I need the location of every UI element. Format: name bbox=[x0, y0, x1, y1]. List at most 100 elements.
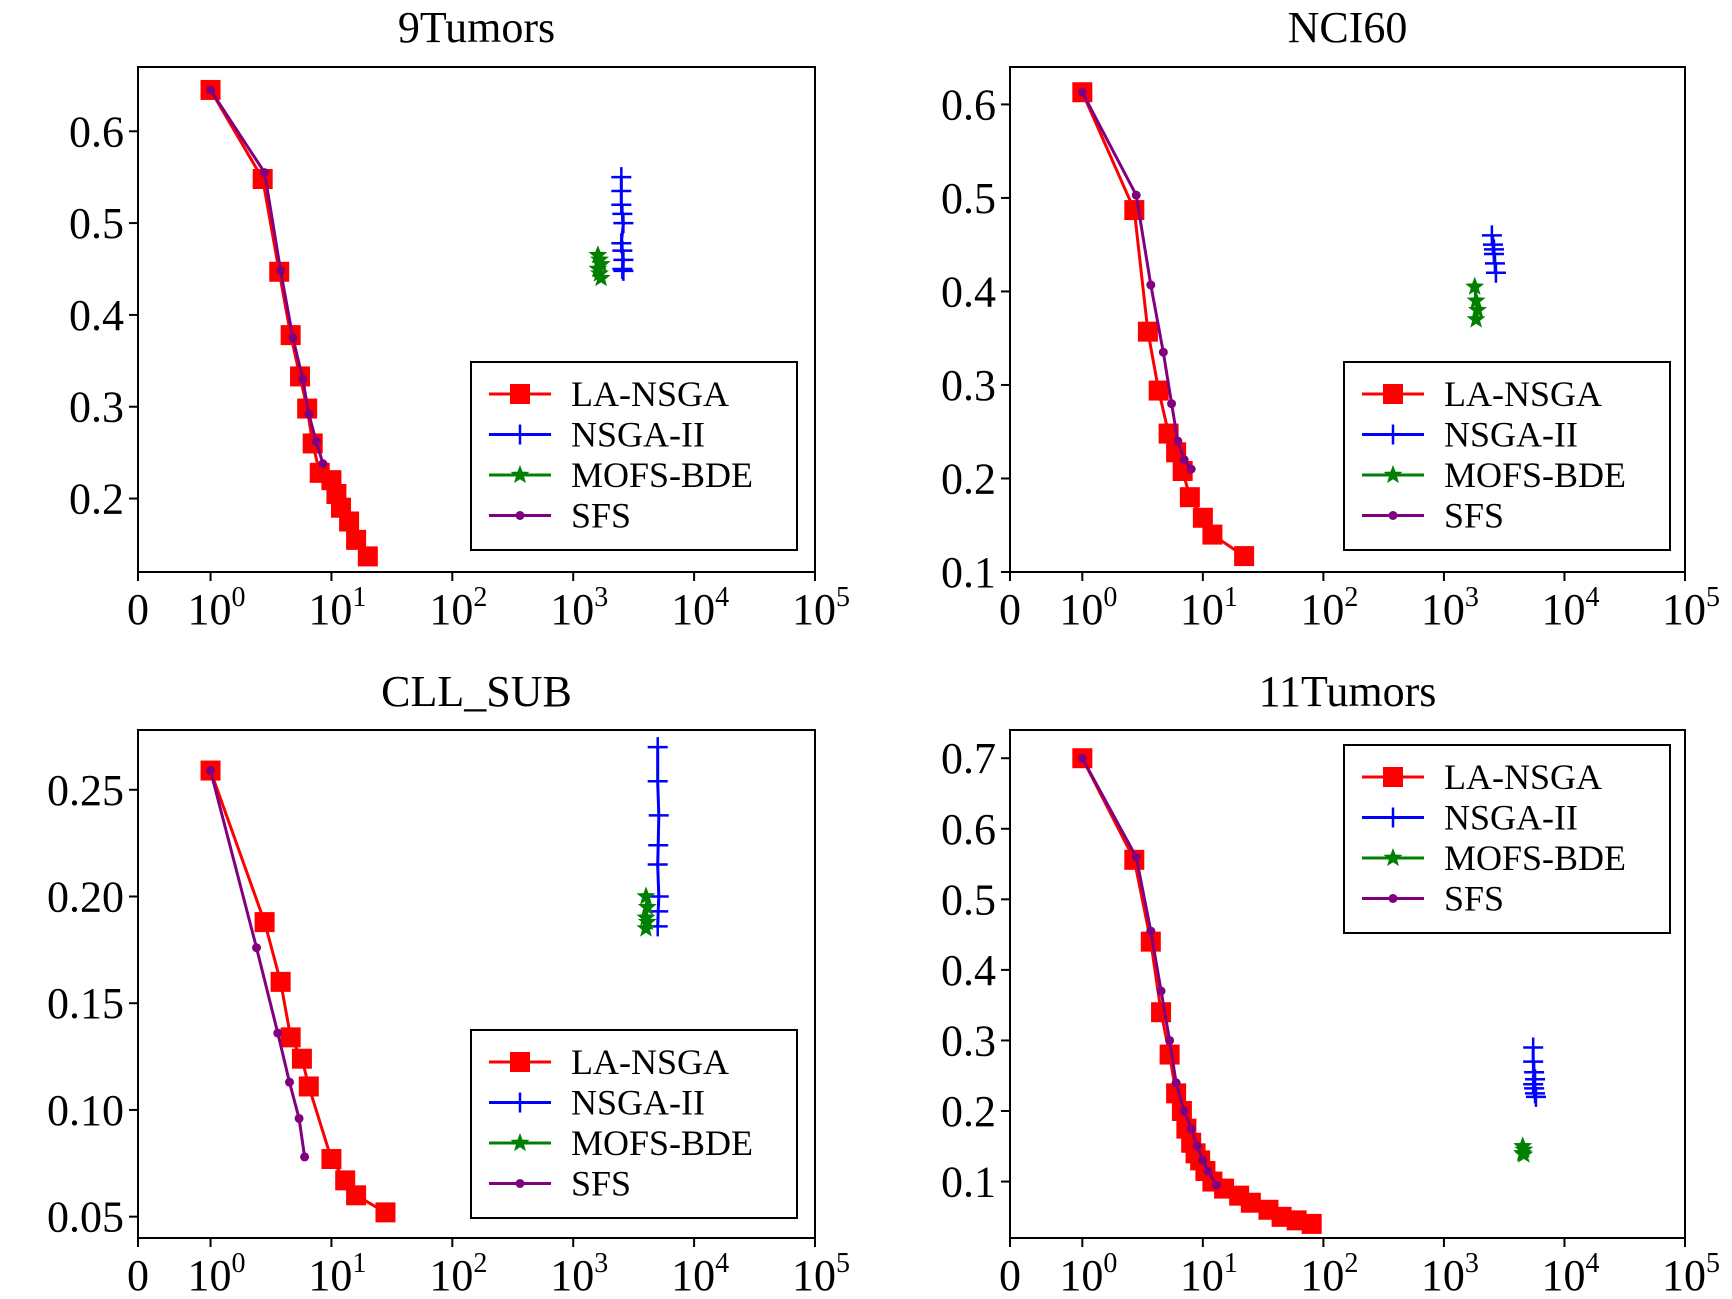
data-point bbox=[613, 213, 634, 234]
legend-marker bbox=[1388, 894, 1398, 903]
legend-marker bbox=[510, 1092, 530, 1113]
y-tick-label: 0.15 bbox=[47, 979, 124, 1028]
series-mofs-bde bbox=[1465, 276, 1487, 328]
data-point bbox=[1077, 87, 1087, 97]
x-tick-label: 105 bbox=[792, 582, 850, 634]
legend-label: MOFS-BDE bbox=[1444, 455, 1626, 495]
series-line bbox=[1080, 91, 1193, 471]
plot-frame bbox=[137, 66, 816, 573]
data-point bbox=[1485, 262, 1506, 283]
legend-label: NSGA-II bbox=[571, 415, 705, 455]
data-point bbox=[311, 437, 321, 447]
data-point bbox=[1192, 1141, 1202, 1151]
data-point bbox=[298, 374, 308, 384]
subplot-title: CLL_SUB bbox=[381, 667, 572, 716]
plot-frame bbox=[1009, 66, 1686, 573]
subplot-9tumors: 9Tumors 0 100 101 102 103 104 105 0.2 0.3 0.4 0.5 0.… bbox=[69, 3, 850, 634]
data-point bbox=[321, 1149, 342, 1170]
y-tick-label: 0.6 bbox=[941, 805, 996, 854]
legend-entry: SFS bbox=[489, 496, 631, 536]
x-tick-label: 102 bbox=[429, 582, 487, 634]
data-point bbox=[591, 254, 611, 273]
data-point bbox=[647, 737, 668, 758]
y-tick-label: 0.6 bbox=[69, 107, 124, 156]
subplot-title: 9Tumors bbox=[398, 3, 555, 52]
legend-label: LA-NSGA bbox=[571, 374, 729, 414]
legend-entry: NSGA-II bbox=[489, 415, 705, 455]
y-tick-label: 0.3 bbox=[69, 383, 124, 432]
legend-entry: LA-NSGA bbox=[489, 374, 729, 414]
data-point bbox=[1165, 1035, 1175, 1045]
x-tick-label: 103 bbox=[1421, 582, 1479, 634]
data-point bbox=[206, 766, 216, 776]
legend-entry: LA-NSGA bbox=[489, 1042, 729, 1082]
y-tick-label: 0.2 bbox=[941, 454, 996, 503]
series-mofs-bde bbox=[1513, 1136, 1534, 1163]
data-point bbox=[1186, 1124, 1196, 1134]
data-point bbox=[252, 943, 262, 953]
data-point bbox=[260, 168, 270, 178]
legend-entry: MOFS-BDE bbox=[1362, 838, 1626, 878]
x-tick-label: 0 bbox=[999, 585, 1021, 634]
subplot-title: 11Tumors bbox=[1259, 667, 1437, 716]
data-point bbox=[636, 918, 656, 937]
data-point bbox=[1465, 276, 1485, 295]
data-point bbox=[1483, 244, 1504, 265]
subplot-nci60: NCI60 0 100 101 102 103 104 105 0.1 0.2 0.3 0.4 0.5 0… bbox=[941, 3, 1720, 634]
data-point bbox=[613, 260, 634, 281]
data-point bbox=[1179, 1106, 1189, 1116]
y-tick-label: 0.3 bbox=[941, 361, 996, 410]
y-tick-label: 0.2 bbox=[69, 475, 124, 524]
data-point bbox=[1240, 1192, 1261, 1213]
data-point bbox=[1234, 546, 1255, 567]
x-tick-label: 100 bbox=[188, 582, 246, 634]
data-point bbox=[273, 1028, 283, 1038]
y-tick-label: 0.05 bbox=[47, 1193, 124, 1242]
data-point bbox=[254, 912, 275, 933]
legend-label: SFS bbox=[1444, 879, 1504, 919]
x-tick-label: 101 bbox=[308, 1248, 366, 1299]
y-tick-label: 0.4 bbox=[941, 946, 996, 995]
legend-marker bbox=[515, 1179, 525, 1188]
legend-label: SFS bbox=[571, 496, 631, 536]
y-tick-label: 0.3 bbox=[941, 1016, 996, 1065]
legend-entry: NSGA-II bbox=[1362, 798, 1578, 838]
data-point bbox=[1466, 290, 1486, 309]
data-point bbox=[291, 1048, 312, 1069]
data-point bbox=[1146, 280, 1156, 290]
y-tick-label: 0.2 bbox=[941, 1087, 996, 1136]
plot-frame bbox=[1009, 729, 1686, 1239]
legend-label: MOFS-BDE bbox=[571, 455, 753, 495]
y-tick-label: 0.1 bbox=[941, 1158, 996, 1207]
x-tick-label: 105 bbox=[792, 1248, 850, 1299]
series-sfs bbox=[206, 766, 310, 1162]
legend-marker bbox=[1383, 767, 1403, 787]
x-tick-label: 0 bbox=[999, 1251, 1021, 1299]
data-point bbox=[1148, 380, 1169, 401]
legend-marker bbox=[1383, 384, 1403, 404]
legend-label: NSGA-II bbox=[1444, 798, 1578, 838]
series-nsga-ii bbox=[1523, 1037, 1546, 1107]
legend-label: MOFS-BDE bbox=[571, 1123, 753, 1163]
data-point bbox=[637, 897, 657, 916]
series-la-nsga bbox=[200, 760, 396, 1223]
data-point bbox=[1466, 309, 1486, 328]
legend-label: LA-NSGA bbox=[1444, 374, 1602, 414]
x-tick-label: 103 bbox=[550, 1248, 608, 1299]
x-tick-label: 105 bbox=[1662, 1248, 1720, 1299]
x-tick-label: 104 bbox=[671, 1248, 729, 1299]
legend-marker bbox=[1383, 848, 1403, 867]
data-point bbox=[304, 409, 314, 419]
x-tick-label: 100 bbox=[188, 1248, 246, 1299]
data-point bbox=[1124, 200, 1145, 221]
x-tick-label: 105 bbox=[1662, 582, 1720, 634]
data-point bbox=[1151, 1002, 1172, 1023]
y-tick-label: 0.4 bbox=[941, 267, 996, 316]
legend-label: MOFS-BDE bbox=[1444, 838, 1626, 878]
series-mofs-bde bbox=[588, 245, 611, 287]
data-point bbox=[1156, 986, 1166, 996]
data-point bbox=[1179, 455, 1189, 465]
